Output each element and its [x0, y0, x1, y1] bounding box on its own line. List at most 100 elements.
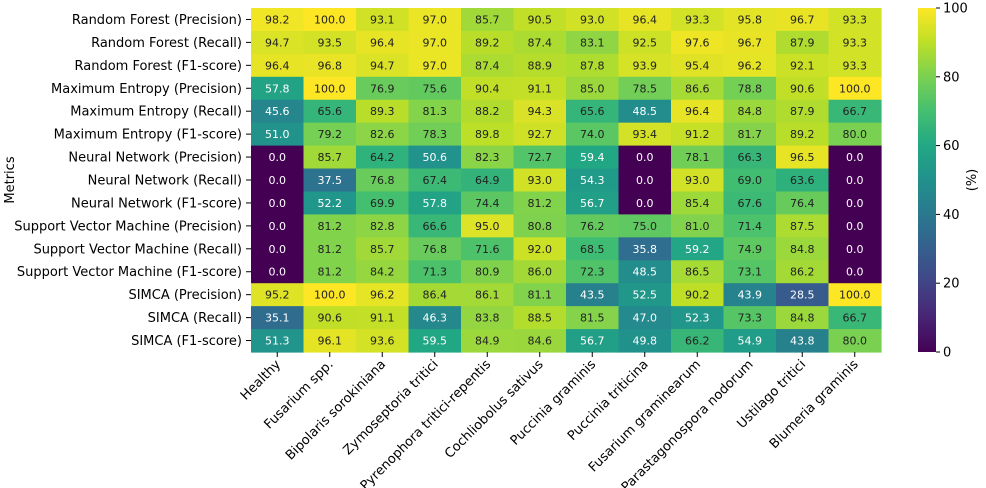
heatmap-cell	[303, 122, 357, 147]
heatmap-cell	[408, 168, 462, 193]
cell-value-label: 56.7	[580, 335, 605, 348]
cell-value-label: 86.4	[423, 289, 448, 302]
row-label: Random Forest (F1-score)	[75, 59, 243, 74]
cell-value-label: 0.0	[269, 220, 287, 233]
heatmap-cell	[513, 76, 567, 101]
heatmap-cell	[513, 214, 567, 238]
cell-value-label: 85.4	[685, 197, 710, 210]
row-label: SIMCA (F1-score)	[131, 334, 242, 349]
heatmap-cell	[356, 168, 410, 193]
cell-value-label: 0.0	[636, 174, 654, 187]
cell-value-label: 94.7	[265, 36, 290, 49]
heatmap-cell	[408, 283, 462, 307]
heatmap-cell	[828, 76, 882, 101]
heatmap-cell	[303, 30, 357, 55]
cell-value-label: 57.8	[423, 197, 448, 210]
heatmap-cell	[828, 8, 882, 32]
cell-value-label: 96.4	[633, 13, 658, 26]
cell-value-label: 66.3	[738, 151, 763, 164]
cell-value-label: 88.5	[528, 312, 553, 325]
heatmap-cell	[461, 30, 515, 55]
heatmap-cells: 98.2 100.0 93.1 97.0 85.7 90.5 93.0 96.4 93.3 95.…	[251, 8, 882, 353]
cell-value-label: 80.8	[528, 220, 553, 233]
cell-value-label: 52.3	[685, 312, 710, 325]
cell-value-label: 96.1	[318, 335, 343, 348]
heatmap-cell	[356, 99, 410, 124]
cell-value-label: 93.3	[685, 13, 710, 26]
heatmap-cell	[356, 283, 410, 307]
heatmap-cell	[828, 214, 882, 238]
cell-value-label: 86.1	[475, 289, 500, 302]
heatmap-cell	[671, 8, 725, 32]
heatmap-cell	[356, 306, 410, 330]
heatmap-cell	[671, 283, 725, 307]
heatmap-cell	[356, 76, 410, 101]
row-label: Maximum Entropy (Recall)	[70, 105, 242, 120]
row-label: Support Vector Machine (Precision)	[14, 219, 242, 234]
cell-value-label: 35.1	[265, 312, 290, 325]
cell-value-label: 100.0	[839, 289, 871, 302]
heatmap-cell	[251, 260, 305, 284]
heatmap-cell	[408, 8, 462, 32]
heatmap-cell	[356, 214, 410, 238]
cell-value-label: 95.0	[475, 220, 500, 233]
cell-value-label: 86.6	[685, 82, 710, 95]
heatmap-cell	[618, 191, 672, 215]
heatmap-cell	[828, 191, 882, 215]
cell-value-label: 94.3	[528, 105, 553, 118]
cell-value-label: 74.9	[738, 243, 763, 256]
heatmap-cell	[251, 214, 305, 238]
cell-value-label: 95.8	[738, 13, 763, 26]
cell-value-label: 93.6	[370, 335, 395, 348]
heatmap-cell	[566, 237, 620, 261]
heatmap-cell	[618, 122, 672, 147]
heatmap-cell	[251, 30, 305, 55]
cell-value-label: 0.0	[269, 151, 287, 164]
heatmap-cell	[356, 53, 410, 78]
cell-value-label: 69.0	[738, 174, 763, 187]
cell-value-label: 75.6	[423, 82, 448, 95]
cell-value-label: 78.8	[738, 82, 763, 95]
row-label: Support Vector Machine (Recall)	[33, 242, 242, 257]
heatmap-cell	[776, 283, 830, 307]
row-label: Random Forest (Precision)	[72, 13, 242, 28]
heatmap-cell	[618, 30, 672, 55]
cell-value-label: 76.2	[580, 220, 605, 233]
heatmap-cell	[776, 76, 830, 101]
cell-value-label: 81.7	[738, 128, 763, 141]
cell-value-label: 47.0	[633, 312, 658, 325]
heatmap-cell	[776, 30, 830, 55]
cell-value-label: 76.9	[370, 82, 395, 95]
cell-value-label: 84.8	[738, 105, 763, 118]
heatmap-cell	[723, 260, 777, 284]
cell-value-label: 73.3	[738, 312, 763, 325]
cell-value-label: 93.3	[843, 59, 868, 72]
cell-value-label: 28.5	[790, 289, 815, 302]
colorbar-label: (%)	[965, 169, 980, 192]
heatmap-cell	[776, 237, 830, 261]
heatmap-cell	[828, 122, 882, 147]
cell-value-label: 81.1	[528, 289, 553, 302]
heatmap-cell	[251, 283, 305, 307]
cell-value-label: 67.4	[423, 174, 448, 187]
cell-value-label: 66.7	[843, 105, 868, 118]
y-axis-label: Metrics	[3, 156, 18, 203]
heatmap-cell	[723, 53, 777, 78]
cell-value-label: 100.0	[314, 82, 346, 95]
cell-value-label: 87.4	[475, 59, 500, 72]
colorbar-tick-label: 60	[943, 139, 960, 154]
colorbar-ticks: 0 20 40 60 80 100	[936, 2, 968, 361]
heatmap-cell	[513, 191, 567, 215]
cell-value-label: 43.8	[790, 335, 815, 348]
cell-value-label: 71.4	[738, 220, 763, 233]
cell-value-label: 91.2	[685, 128, 710, 141]
heatmap-cell	[776, 145, 830, 170]
heatmap-cell	[461, 76, 515, 101]
colorbar-tick-label: 100	[943, 2, 968, 17]
heatmap-cell	[356, 237, 410, 261]
heatmap-cell	[776, 260, 830, 284]
cell-value-label: 80.0	[843, 335, 868, 348]
colorbar-gradient	[918, 8, 936, 352]
cell-value-label: 51.0	[265, 128, 290, 141]
